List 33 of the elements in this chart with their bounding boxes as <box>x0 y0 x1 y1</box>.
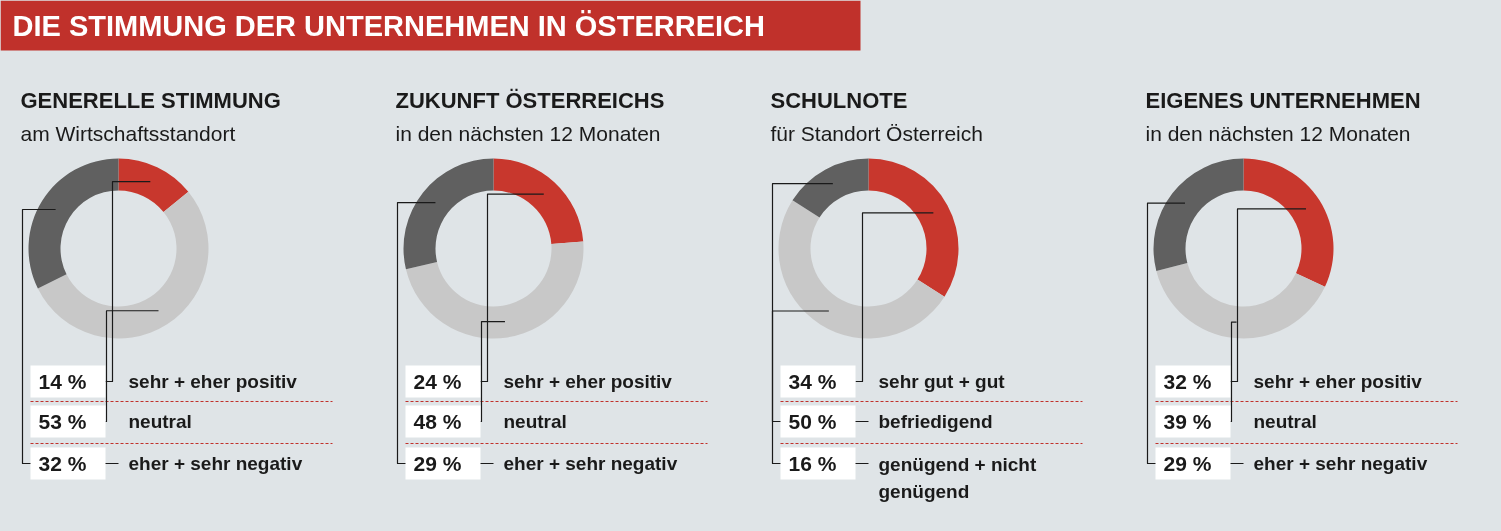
data-label: 29 % <box>413 452 462 475</box>
slice-label: eher + sehr negativ <box>128 453 303 474</box>
data-label: 16 % <box>788 452 837 475</box>
data-label: 29 % <box>1163 452 1212 475</box>
slice-label: sehr gut + gut <box>878 371 1006 392</box>
data-label: 39 % <box>1163 410 1212 433</box>
slice-label: sehr + eher positiv <box>128 371 298 392</box>
slice-label: neutral <box>503 411 567 432</box>
slice-label: sehr + eher positiv <box>503 371 673 392</box>
slice-label: neutral <box>128 411 192 432</box>
slice-label: neutral <box>1253 411 1317 432</box>
data-label: 14 % <box>38 370 87 393</box>
data-label: 48 % <box>413 410 462 433</box>
slice-label: befriedigend <box>878 411 993 432</box>
chart-subtitle: am Wirtschaftsstandort <box>20 122 236 145</box>
data-label: 53 % <box>38 410 87 433</box>
slice-label: genügend + nicht genügend <box>878 453 1037 502</box>
data-label: 32 % <box>38 452 87 475</box>
data-label: 32 % <box>1163 370 1212 393</box>
slice-label: eher + sehr negativ <box>1253 453 1428 474</box>
chart-title: GENERELLE STIMMUNG <box>20 88 281 113</box>
chart-title: EIGENES UNTERNEHMEN <box>1145 88 1421 113</box>
chart-title: SCHULNOTE <box>770 88 908 113</box>
slice-label: sehr + eher positiv <box>1253 371 1423 392</box>
chart-subtitle: in den nächsten 12 Monaten <box>1145 122 1411 145</box>
slice-label: eher + sehr negativ <box>503 453 678 474</box>
text: DIE STIMMUNG DER UNTERNEHMEN IN ÖSTERREICH <box>12 9 765 42</box>
chart-subtitle: für Standort Österreich <box>770 122 983 145</box>
data-label: 34 % <box>788 370 837 393</box>
chart-subtitle: in den nächsten 12 Monaten <box>395 122 661 145</box>
chart-title: ZUKUNFT ÖSTERREICHS <box>395 88 665 113</box>
data-label: 50 % <box>788 410 837 433</box>
data-label: 24 % <box>413 370 462 393</box>
